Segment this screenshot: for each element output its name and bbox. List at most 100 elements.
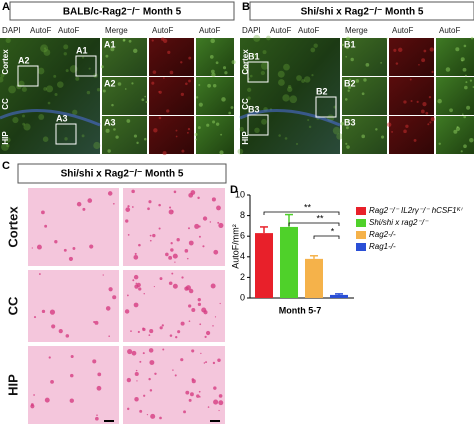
- texture: [380, 62, 382, 64]
- stain-dot: [131, 189, 135, 194]
- bar: [330, 294, 348, 298]
- stain-dot: [173, 190, 177, 194]
- texture: [429, 121, 432, 124]
- stain-dot: [133, 254, 139, 260]
- inset-label: B1: [344, 39, 356, 49]
- region-label: Cortex: [5, 206, 20, 248]
- stain-dot: [188, 320, 191, 323]
- texture: [365, 62, 370, 67]
- texture: [158, 90, 160, 93]
- histology: [123, 270, 225, 342]
- stain-dot: [146, 414, 149, 416]
- stain-dot: [213, 386, 217, 390]
- stain-dot: [210, 283, 216, 289]
- title-box: [9, 1, 235, 21]
- texture: [144, 95, 147, 98]
- stain-dot: [202, 245, 205, 248]
- texture: [153, 128, 158, 133]
- stain-dot: [112, 202, 115, 205]
- texture: [47, 101, 51, 105]
- stain-dot: [194, 223, 200, 229]
- panel-title: Shi/shi x Rag2⁻/⁻ Month 5: [61, 169, 184, 180]
- y-axis-label: AutoF/mm²: [230, 224, 240, 269]
- stain-dot: [211, 197, 216, 202]
- stain-dot: [197, 297, 201, 302]
- stain-dot: [152, 233, 156, 238]
- roi-label: B2: [316, 86, 328, 96]
- texture: [260, 70, 266, 76]
- stain-dot: [133, 274, 139, 280]
- micrograph: [436, 38, 474, 76]
- panel-letter: A: [2, 1, 10, 13]
- texture: [332, 126, 341, 135]
- region-label: CC: [1, 98, 10, 110]
- texture: [403, 100, 407, 104]
- stain-dot: [184, 249, 189, 253]
- stain-dot: [218, 409, 220, 412]
- texture: [220, 133, 223, 136]
- stain-dot: [44, 397, 50, 403]
- texture: [469, 79, 473, 82]
- texture: [110, 47, 115, 52]
- texture: [215, 61, 219, 65]
- texture: [308, 125, 312, 129]
- histology: [123, 188, 225, 266]
- texture: [188, 79, 191, 83]
- stain-dot: [130, 330, 132, 332]
- stain-dot: [48, 356, 51, 359]
- texture: [195, 96, 199, 99]
- stain-dot: [203, 362, 206, 364]
- texture: [405, 124, 409, 128]
- texture: [198, 83, 201, 87]
- stain-dot: [131, 350, 137, 356]
- micrograph: [102, 116, 147, 154]
- texture: [115, 135, 119, 139]
- texture: [40, 44, 49, 53]
- stain-dot: [205, 330, 211, 336]
- texture: [296, 75, 302, 81]
- stain-dot: [96, 385, 102, 391]
- texture: [231, 60, 236, 65]
- texture: [167, 50, 171, 54]
- texture: [57, 81, 64, 88]
- stain-dot: [94, 320, 99, 325]
- stain-dot: [172, 253, 178, 259]
- stain-dot: [149, 239, 152, 242]
- texture: [206, 123, 210, 127]
- texture: [212, 120, 216, 124]
- stain-dot: [172, 210, 174, 212]
- stain-dot: [87, 198, 93, 203]
- stain-dot: [124, 309, 130, 314]
- texture: [340, 122, 344, 126]
- texture: [355, 79, 360, 83]
- texture: [1, 143, 9, 151]
- texture: [437, 98, 442, 104]
- texture: [427, 123, 430, 126]
- stain-dot: [218, 400, 224, 406]
- texture: [287, 84, 292, 89]
- texture: [283, 63, 290, 71]
- stain-dot: [214, 316, 217, 318]
- roi-box: [75, 55, 97, 77]
- stain-dot: [177, 330, 181, 334]
- texture: [425, 111, 429, 115]
- stain-dot: [205, 361, 208, 364]
- stain-dot: [50, 379, 54, 384]
- legend-swatch: [356, 207, 366, 215]
- stain-dot: [97, 372, 102, 377]
- texture: [464, 74, 467, 77]
- stain-dot: [138, 287, 142, 291]
- stain-dot: [58, 329, 63, 334]
- stain-dot: [207, 406, 210, 408]
- texture: [169, 70, 174, 75]
- texture: [122, 39, 126, 42]
- stain-dot: [41, 210, 45, 215]
- texture: [81, 56, 85, 59]
- roi-label: B1: [248, 51, 260, 61]
- texture: [228, 111, 232, 115]
- stain-dot: [76, 201, 82, 207]
- texture: [431, 70, 434, 74]
- stain-dot: [180, 358, 184, 362]
- legend-label: Shi/shi x rag2⁻/⁻: [369, 218, 429, 227]
- texture: [180, 92, 185, 96]
